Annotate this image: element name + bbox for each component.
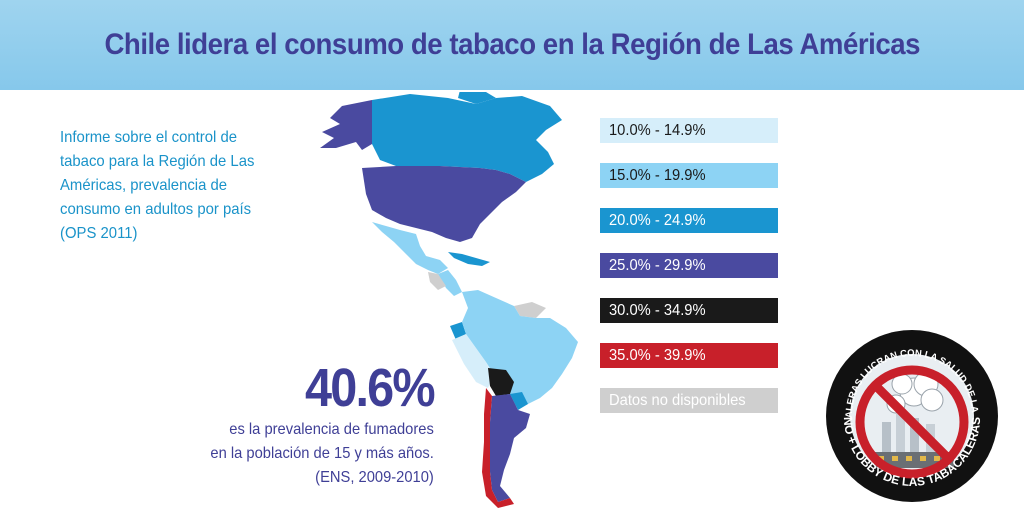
region-bolivia bbox=[488, 368, 514, 396]
prohibition-slash bbox=[872, 382, 952, 462]
intro-line: consumo en adultos por país bbox=[60, 201, 252, 218]
region-ecuador bbox=[450, 322, 466, 340]
region-mexico bbox=[372, 222, 448, 274]
legend-label: 10.0% - 14.9% bbox=[609, 121, 706, 139]
legend-label: 20.0% - 24.9% bbox=[609, 211, 706, 229]
header-banner: Chile lidera el consumo de tabaco en la … bbox=[0, 0, 1024, 90]
legend-item: 20.0% - 24.9% bbox=[600, 208, 778, 233]
region-south-america-north bbox=[462, 290, 578, 406]
region-canada-islands bbox=[458, 92, 496, 104]
legend-label: 15.0% - 19.9% bbox=[609, 166, 706, 184]
region-canada bbox=[372, 94, 562, 182]
no-lobby-badge: LAS TABACALERAS LUCRAN CON LA SALUD DE L… bbox=[822, 326, 998, 502]
region-argentina bbox=[490, 394, 530, 502]
prevalence-value: 40.6% bbox=[305, 358, 436, 418]
region-chile bbox=[482, 388, 514, 508]
stat-line: en la población de 15 y más años. bbox=[210, 445, 434, 462]
smoke-icon bbox=[886, 371, 944, 414]
map-legend: 10.0% - 14.9% 15.0% - 19.9% 20.0% - 24.9… bbox=[600, 118, 778, 433]
legend-item: 30.0% - 34.9% bbox=[600, 298, 778, 323]
legend-item: 25.0% - 29.9% bbox=[600, 253, 778, 278]
legend-label: 30.0% - 34.9% bbox=[609, 301, 706, 319]
intro-line: Américas, prevalencia de bbox=[60, 177, 228, 194]
prohibition-ring bbox=[855, 365, 969, 479]
intro-text: Informe sobre el control de tabaco para … bbox=[60, 126, 283, 246]
americas-map bbox=[320, 92, 578, 508]
legend-label: Datos no disponibles bbox=[609, 391, 746, 409]
region-alaska bbox=[320, 100, 372, 150]
intro-line: Informe sobre el control de bbox=[60, 129, 238, 146]
intro-line: tabaco para la Región de Las bbox=[60, 153, 255, 170]
page-title: Chile lidera el consumo de tabaco en la … bbox=[104, 28, 920, 61]
region-usa bbox=[362, 166, 526, 242]
region-venezuela bbox=[514, 302, 546, 318]
intro-line: (OPS 2011) bbox=[60, 225, 138, 242]
legend-item: 15.0% - 19.9% bbox=[600, 163, 778, 188]
stat-line: (ENS, 2009-2010) bbox=[315, 469, 434, 486]
region-guatemala bbox=[428, 272, 446, 290]
stat-block: 40.6% es la prevalencia de fumadores en … bbox=[191, 358, 436, 490]
stat-line: es la prevalencia de fumadores bbox=[229, 421, 434, 438]
legend-label: 25.0% - 29.9% bbox=[609, 256, 706, 274]
legend-item: 10.0% - 14.9% bbox=[600, 118, 778, 143]
region-caribbean bbox=[448, 252, 490, 266]
region-central-america bbox=[438, 270, 462, 296]
region-peru bbox=[452, 334, 494, 388]
region-paraguay bbox=[510, 392, 528, 410]
legend-label: 35.0% - 39.9% bbox=[609, 346, 706, 364]
legend-item: 35.0% - 39.9% bbox=[600, 343, 778, 368]
legend-item: Datos no disponibles bbox=[600, 388, 778, 413]
